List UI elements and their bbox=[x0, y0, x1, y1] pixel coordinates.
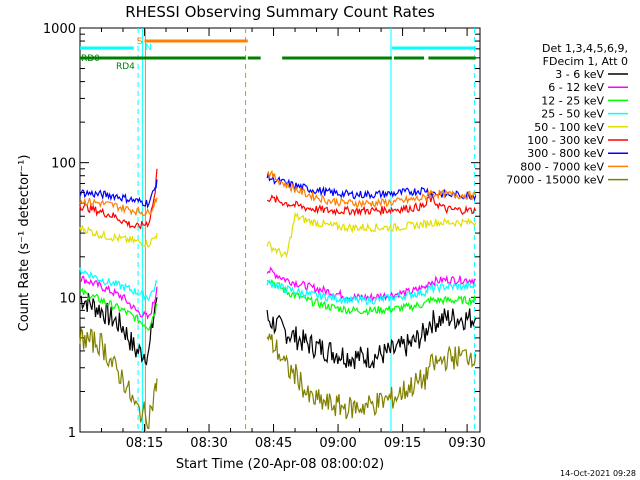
flag-label: S bbox=[137, 37, 143, 47]
series-line bbox=[266, 278, 477, 316]
legend-entry: 25 - 50 keV bbox=[541, 108, 604, 121]
x-tick-label: 09:00 bbox=[319, 436, 356, 451]
y-axis-label: Count Rate (s⁻¹ detector⁻¹) bbox=[17, 155, 32, 332]
series-line bbox=[79, 197, 158, 217]
series-line bbox=[79, 179, 158, 209]
y-tick-label: 1 bbox=[68, 426, 76, 441]
x-tick-label: 08:30 bbox=[190, 436, 227, 451]
series-line bbox=[266, 308, 477, 370]
legend-entry: 6 - 12 keV bbox=[548, 81, 604, 94]
series-line bbox=[266, 333, 477, 420]
legend-entry: 300 - 800 keV bbox=[527, 147, 604, 160]
series-line bbox=[79, 275, 158, 320]
series-line bbox=[267, 194, 477, 217]
legend-header: FDecim 1, Att 0 bbox=[543, 55, 628, 68]
legend-entry: 50 - 100 keV bbox=[534, 121, 604, 134]
series-line bbox=[266, 169, 477, 209]
series-line bbox=[266, 266, 476, 303]
x-tick-label: 09:15 bbox=[384, 436, 421, 451]
series-line bbox=[79, 225, 158, 248]
chart-title: RHESSI Observing Summary Count Rates bbox=[125, 3, 435, 21]
plot-frame bbox=[79, 27, 481, 433]
x-tick-label: 08:45 bbox=[255, 436, 292, 451]
plot-area: 1 10 100 1000 08:15 08:30 08:45 09:00 09:15 09:30… bbox=[43, 22, 486, 451]
legend-header: Det 1,3,4,5,6,9, bbox=[542, 42, 628, 55]
series-line bbox=[79, 293, 158, 366]
series-line bbox=[79, 326, 158, 430]
legend-entry: 100 - 300 keV bbox=[527, 134, 604, 147]
flag-label: RD0 bbox=[81, 54, 100, 64]
series-line bbox=[79, 287, 158, 331]
y-tick-label: 10 bbox=[59, 291, 76, 306]
legend-entry: 3 - 6 keV bbox=[555, 68, 604, 81]
series-line bbox=[79, 267, 158, 302]
series-line bbox=[266, 211, 477, 259]
legend-entry: 12 - 25 keV bbox=[541, 94, 604, 107]
x-axis-label: Start Time (20-Apr-08 08:00:02) bbox=[176, 457, 384, 472]
series-line bbox=[79, 168, 158, 230]
y-tick-label: 1000 bbox=[43, 22, 76, 37]
x-tick-label: 09:30 bbox=[448, 436, 485, 451]
x-tick-label: 08:15 bbox=[126, 436, 163, 451]
flag-label: N bbox=[145, 43, 152, 53]
legend: Det 1,3,4,5,6,9,FDecim 1, Att 03 - 6 keV… bbox=[506, 42, 628, 187]
y-tick-label: 100 bbox=[51, 157, 76, 172]
legend-entry: 800 - 7000 keV bbox=[520, 160, 604, 173]
timestamp: 14-Oct-2021 09:28 bbox=[560, 469, 636, 478]
flag-label: RD4 bbox=[116, 62, 135, 72]
series-line bbox=[266, 279, 477, 305]
legend-entry: 7000 - 15000 keV bbox=[506, 174, 604, 187]
